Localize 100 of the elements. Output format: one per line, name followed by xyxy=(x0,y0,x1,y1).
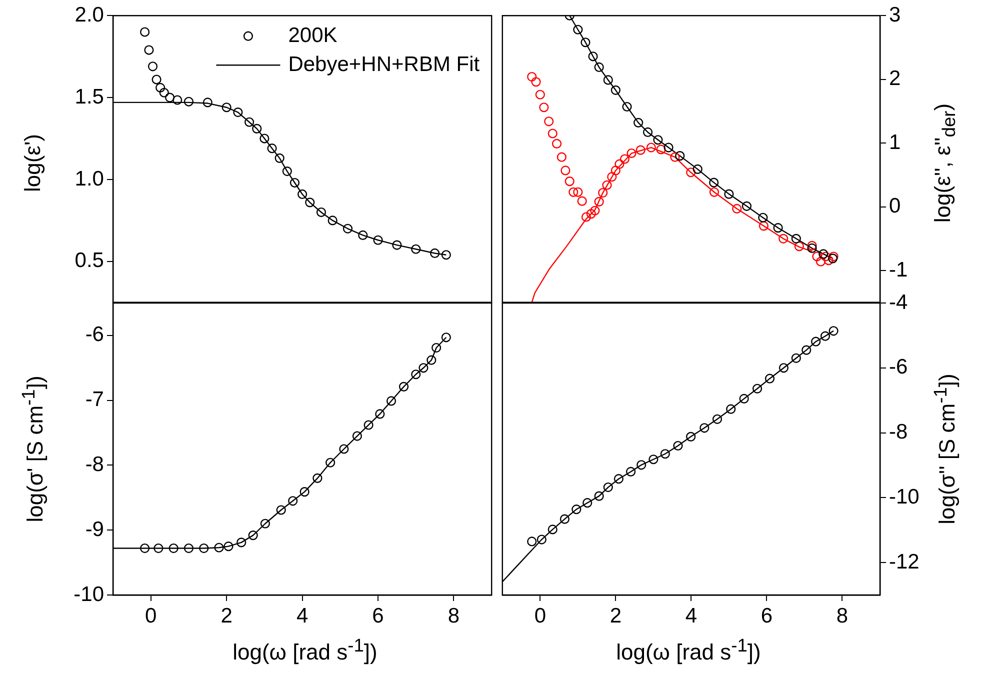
point xyxy=(582,498,592,508)
x-tick-label: 8 xyxy=(836,604,848,628)
point xyxy=(214,542,224,552)
point xyxy=(802,345,812,355)
point xyxy=(236,538,246,548)
point xyxy=(588,52,598,62)
point xyxy=(560,166,570,176)
point xyxy=(577,196,587,206)
point xyxy=(614,159,624,169)
point xyxy=(807,240,817,250)
point xyxy=(712,414,722,424)
point xyxy=(758,212,768,222)
y-tick-label: 0 xyxy=(889,194,901,218)
point xyxy=(739,394,749,404)
point xyxy=(288,496,298,506)
point xyxy=(610,85,620,95)
point xyxy=(339,444,349,454)
point xyxy=(358,230,368,240)
point xyxy=(411,244,421,254)
point xyxy=(586,209,596,219)
point xyxy=(364,420,374,430)
point xyxy=(148,62,158,72)
x-tick-label: 2 xyxy=(220,604,232,628)
point xyxy=(794,242,804,252)
point xyxy=(326,458,336,468)
point xyxy=(824,256,834,266)
point xyxy=(441,250,451,260)
point xyxy=(590,206,600,216)
point xyxy=(752,384,762,394)
point xyxy=(184,543,194,554)
point xyxy=(233,107,243,118)
point xyxy=(312,473,322,483)
y-tick-label: -7 xyxy=(85,388,104,412)
point xyxy=(791,234,801,244)
x-tick-label: 0 xyxy=(534,604,546,628)
y-tick-label: -6 xyxy=(85,323,104,346)
point xyxy=(199,543,209,554)
y-tick-label: -1 xyxy=(889,258,908,282)
point xyxy=(742,201,752,211)
y-tick-label: 1.5 xyxy=(74,85,104,108)
point xyxy=(342,224,353,234)
point xyxy=(556,152,566,162)
point xyxy=(244,117,254,127)
y-tick-label: -8 xyxy=(889,420,908,444)
point xyxy=(568,187,578,197)
point xyxy=(626,466,636,477)
point xyxy=(548,524,558,534)
x-tick-label: 2 xyxy=(610,604,622,628)
point xyxy=(140,27,150,37)
point xyxy=(724,189,734,199)
point xyxy=(610,166,620,176)
point xyxy=(140,543,150,554)
point xyxy=(603,75,613,85)
point xyxy=(224,542,234,552)
point xyxy=(626,148,636,158)
x-tick-label: 8 xyxy=(448,604,460,628)
point xyxy=(316,207,326,218)
point xyxy=(373,235,383,245)
point xyxy=(531,77,541,87)
point xyxy=(642,127,653,138)
point xyxy=(700,423,710,433)
point xyxy=(602,180,612,190)
point xyxy=(154,543,164,554)
point xyxy=(386,396,396,406)
point xyxy=(664,142,674,152)
point xyxy=(726,404,736,414)
y-tick-label: -6 xyxy=(889,356,908,379)
point xyxy=(791,353,801,363)
point xyxy=(660,449,670,459)
point xyxy=(581,212,592,222)
point xyxy=(328,216,338,226)
point xyxy=(248,530,258,540)
point xyxy=(552,138,562,149)
point xyxy=(426,355,436,365)
point xyxy=(820,252,830,262)
point xyxy=(594,196,604,206)
point xyxy=(527,536,537,546)
point xyxy=(564,176,574,186)
y-tick-label: 3 xyxy=(889,3,901,26)
point xyxy=(352,431,362,441)
point xyxy=(598,188,608,198)
x-tick-label: 4 xyxy=(296,604,308,628)
point xyxy=(828,326,838,336)
point xyxy=(656,144,666,154)
point xyxy=(634,118,644,128)
point xyxy=(282,166,292,176)
point xyxy=(675,151,685,161)
y-tick-label: 2.0 xyxy=(74,3,104,26)
point xyxy=(816,256,826,266)
legend-label: 200K xyxy=(288,24,338,47)
point xyxy=(764,374,775,384)
point xyxy=(622,102,632,112)
point xyxy=(260,134,270,144)
point xyxy=(430,248,440,258)
point xyxy=(692,164,702,174)
y-tick-label: -12 xyxy=(889,550,920,574)
point xyxy=(202,98,212,108)
y-tick-label: 0.5 xyxy=(74,249,104,272)
y-tick-label: 1.0 xyxy=(74,167,104,190)
point xyxy=(432,342,442,353)
